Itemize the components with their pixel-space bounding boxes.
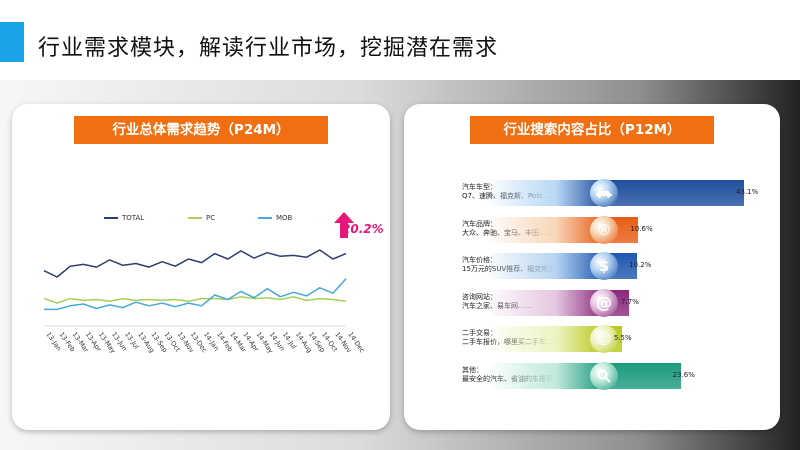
registered-icon: ® [590, 215, 618, 244]
category-name: 汽车车型： [462, 183, 497, 191]
category-name: 二手交易： [462, 329, 497, 337]
legend-total: TOTAL [104, 214, 144, 222]
legend-pc: PC [188, 214, 215, 222]
share-bar-gradient [484, 216, 604, 243]
legend-total-label: TOTAL [122, 214, 145, 222]
category-name: 其他： [462, 365, 483, 374]
legend-mob: MOB [258, 214, 292, 222]
share-percent: 5.5% [613, 334, 632, 342]
demand-trend-title: 行业总体需求趋势（P24M） [74, 116, 328, 144]
legend-mob-swatch [258, 217, 272, 219]
search-share-panel: 行业搜索内容占比（P12M） 汽车车型：Q7、速腾、福克斯、Polo……43.1… [404, 104, 780, 430]
search-share-title: 行业搜索内容占比（P12M） [470, 116, 714, 144]
share-percent: 23.6% [672, 370, 695, 379]
smiley-icon: ☺ [590, 325, 618, 353]
share-percent: 10.2% [629, 261, 652, 269]
share-percent: 43.1% [736, 188, 759, 196]
share-bar [484, 179, 744, 207]
at-icon: @ [590, 288, 618, 317]
share-bar-gradient [484, 253, 604, 279]
search-icon [590, 361, 618, 390]
header-bar: 行业需求模块，解读行业市场，挖掘潜在需求 [0, 0, 800, 80]
series-line-total [43, 249, 347, 278]
category-name: 咨询网站： [462, 292, 497, 301]
legend-pc-label: PC [206, 214, 216, 222]
dollar-icon: $ [590, 252, 618, 280]
legend-total-swatch [104, 217, 118, 219]
share-bar-gradient [484, 362, 604, 389]
title-accent-bar [0, 22, 24, 62]
share-bar-gradient [484, 180, 604, 206]
car-icon [590, 179, 618, 207]
share-bar: $ [484, 252, 638, 280]
share-bar [484, 361, 681, 390]
share-bar-gradient [484, 289, 604, 316]
page-title: 行业需求模块，解读行业市场，挖掘潜在需求 [38, 36, 499, 61]
growth-arrow-icon [334, 212, 354, 238]
category-name: 汽车价格： [462, 256, 497, 264]
category-name: 汽车品牌： [462, 219, 497, 228]
share-bar: ☺ [484, 325, 622, 353]
share-percent: 7.7% [621, 297, 639, 306]
demand-trend-panel: 行业总体需求趋势（P24M） TOTAL PC MOB 13-Jan 13-Feb… [12, 104, 390, 430]
legend-mob-label: MOB [276, 214, 293, 222]
share-percent: 10.6% [630, 224, 653, 233]
series-line-mob [44, 278, 347, 311]
share-bar: ® [484, 215, 639, 244]
share-bar: @ [484, 288, 629, 317]
series-line-pc [43, 296, 347, 304]
share-bar-gradient [484, 326, 604, 352]
legend-pc-swatch [188, 217, 202, 219]
growth-value: 20.2% [342, 222, 384, 236]
trend-chart: 13-Jan13-Feb13-Mar13-Apr13-May13-Jun13-J… [43, 249, 366, 355]
share-bar-fill [604, 180, 744, 206]
